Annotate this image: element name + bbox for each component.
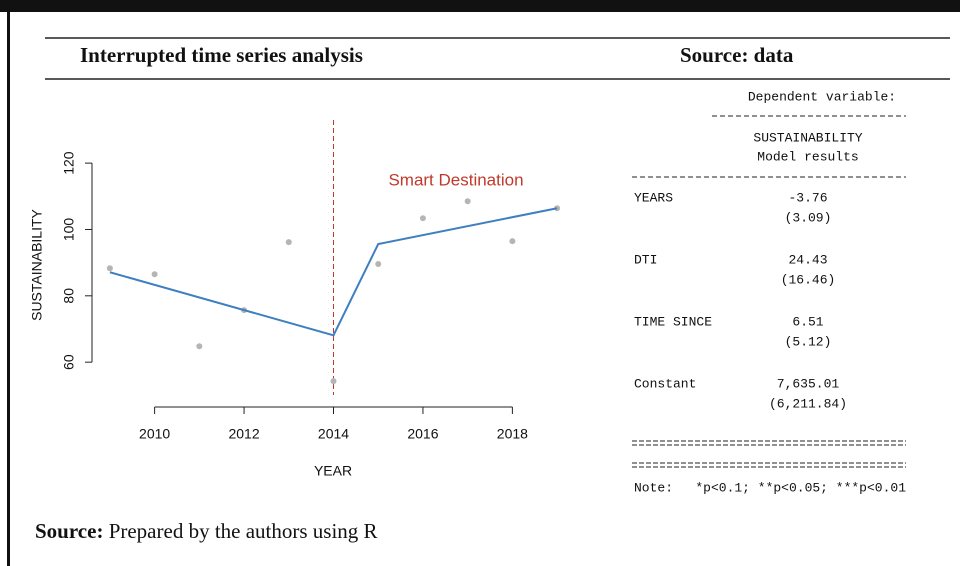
y-tick-label: 100 <box>61 218 77 242</box>
y-tick-label: 60 <box>61 354 77 370</box>
row-coef: -3.76 <box>788 190 827 205</box>
row-name: YEARS <box>634 190 673 205</box>
top-border <box>0 0 960 12</box>
row-se: (16.46) <box>781 272 836 287</box>
left-border <box>7 0 10 566</box>
row-coef: 7,635.01 <box>777 376 840 391</box>
data-point <box>196 343 203 350</box>
footer: Source: Prepared by the authors using R <box>35 519 378 543</box>
row-se: (5.12) <box>785 334 832 349</box>
x-tick-label: 2016 <box>407 426 438 442</box>
row-name: Constant <box>634 376 696 391</box>
row-se: (3.09) <box>785 210 832 225</box>
x-tick-label: 2018 <box>497 426 528 442</box>
note-label: Note: <box>634 480 673 495</box>
data-point <box>106 265 113 272</box>
data-point <box>375 260 382 267</box>
x-tick-label: 2012 <box>228 426 259 442</box>
x-axis-label: YEAR <box>314 463 352 479</box>
table-variable: SUSTAINABILITY <box>753 130 862 145</box>
footer-text: Prepared by the authors using R <box>109 519 378 543</box>
x-tick-label: 2010 <box>139 426 170 442</box>
regression-table: Dependent variable: SUSTAINABILITY Model… <box>632 89 906 495</box>
table-dependent: Dependent variable: <box>748 89 896 104</box>
y-tick-label: 120 <box>61 151 77 175</box>
y-tick-label: 80 <box>61 288 77 304</box>
header-title: Interrupted time series analysis <box>80 43 363 67</box>
row-coef: 6.51 <box>792 314 823 329</box>
data-point <box>419 215 426 222</box>
fit-line <box>109 207 558 337</box>
note-text: *p<0.1; **p<0.05; ***p<0.01 <box>695 480 906 495</box>
table-model: Model results <box>757 149 858 164</box>
header-source: Source: data <box>680 43 794 67</box>
data-point <box>151 271 158 278</box>
row-name: DTI <box>634 252 657 267</box>
row-se: (6,211.84) <box>769 396 847 411</box>
row-coef: 24.43 <box>788 252 827 267</box>
row-name: TIME SINCE <box>634 314 712 329</box>
chart: YEAR SUSTAINABILITY Smart Destination 60… <box>29 120 561 479</box>
annotation: Smart Destination <box>388 170 523 189</box>
y-axis-label: SUSTAINABILITY <box>29 208 45 320</box>
data-point <box>330 378 337 385</box>
data-point <box>464 198 471 205</box>
data-point <box>509 238 516 245</box>
data-point <box>285 239 292 246</box>
x-tick-label: 2014 <box>318 426 349 442</box>
footer-label: Source: <box>35 519 103 543</box>
